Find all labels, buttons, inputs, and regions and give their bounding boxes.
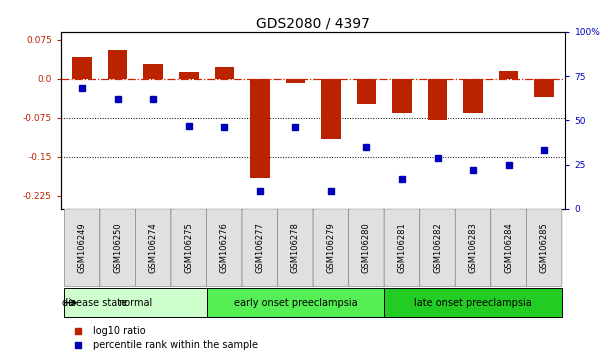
Bar xyxy=(463,79,483,113)
Text: early onset preeclampsia: early onset preeclampsia xyxy=(233,298,357,308)
Text: normal: normal xyxy=(119,298,153,308)
FancyBboxPatch shape xyxy=(242,209,278,287)
Bar xyxy=(499,71,519,79)
FancyBboxPatch shape xyxy=(64,209,100,287)
Bar xyxy=(143,64,163,79)
FancyBboxPatch shape xyxy=(207,209,242,287)
Text: GSM106276: GSM106276 xyxy=(219,222,229,273)
Bar xyxy=(357,79,376,104)
Bar xyxy=(384,288,562,317)
Text: GSM106285: GSM106285 xyxy=(540,222,548,273)
FancyBboxPatch shape xyxy=(527,209,562,287)
FancyBboxPatch shape xyxy=(278,209,313,287)
Text: log10 ratio: log10 ratio xyxy=(92,326,145,336)
Bar xyxy=(215,67,234,79)
Bar xyxy=(321,79,340,138)
FancyBboxPatch shape xyxy=(455,209,491,287)
Bar xyxy=(64,288,207,317)
Text: GSM106280: GSM106280 xyxy=(362,222,371,273)
Bar xyxy=(207,288,384,317)
Text: GSM106277: GSM106277 xyxy=(255,222,264,273)
FancyBboxPatch shape xyxy=(384,209,420,287)
Text: GSM106249: GSM106249 xyxy=(78,222,86,273)
Text: GSM106279: GSM106279 xyxy=(326,222,336,273)
Bar xyxy=(72,57,92,79)
FancyBboxPatch shape xyxy=(420,209,455,287)
Text: GSM106283: GSM106283 xyxy=(469,222,477,273)
Text: GSM106250: GSM106250 xyxy=(113,222,122,273)
FancyBboxPatch shape xyxy=(491,209,527,287)
Text: disease state: disease state xyxy=(61,298,126,308)
Text: GSM106275: GSM106275 xyxy=(184,222,193,273)
FancyBboxPatch shape xyxy=(100,209,136,287)
FancyBboxPatch shape xyxy=(313,209,348,287)
Text: GSM106284: GSM106284 xyxy=(504,222,513,273)
Bar xyxy=(179,72,198,79)
Bar xyxy=(392,79,412,113)
Text: GSM106282: GSM106282 xyxy=(433,222,442,273)
Bar xyxy=(534,79,554,97)
Text: percentile rank within the sample: percentile rank within the sample xyxy=(92,340,258,350)
Bar xyxy=(250,79,269,178)
FancyBboxPatch shape xyxy=(136,209,171,287)
Bar xyxy=(286,79,305,83)
Title: GDS2080 / 4397: GDS2080 / 4397 xyxy=(256,17,370,31)
Text: late onset preeclampsia: late onset preeclampsia xyxy=(414,298,532,308)
FancyBboxPatch shape xyxy=(171,209,207,287)
Bar xyxy=(428,79,447,120)
FancyBboxPatch shape xyxy=(348,209,384,287)
Bar xyxy=(108,50,128,79)
Text: GSM106278: GSM106278 xyxy=(291,222,300,273)
Text: GSM106281: GSM106281 xyxy=(398,222,407,273)
Text: GSM106274: GSM106274 xyxy=(149,222,157,273)
